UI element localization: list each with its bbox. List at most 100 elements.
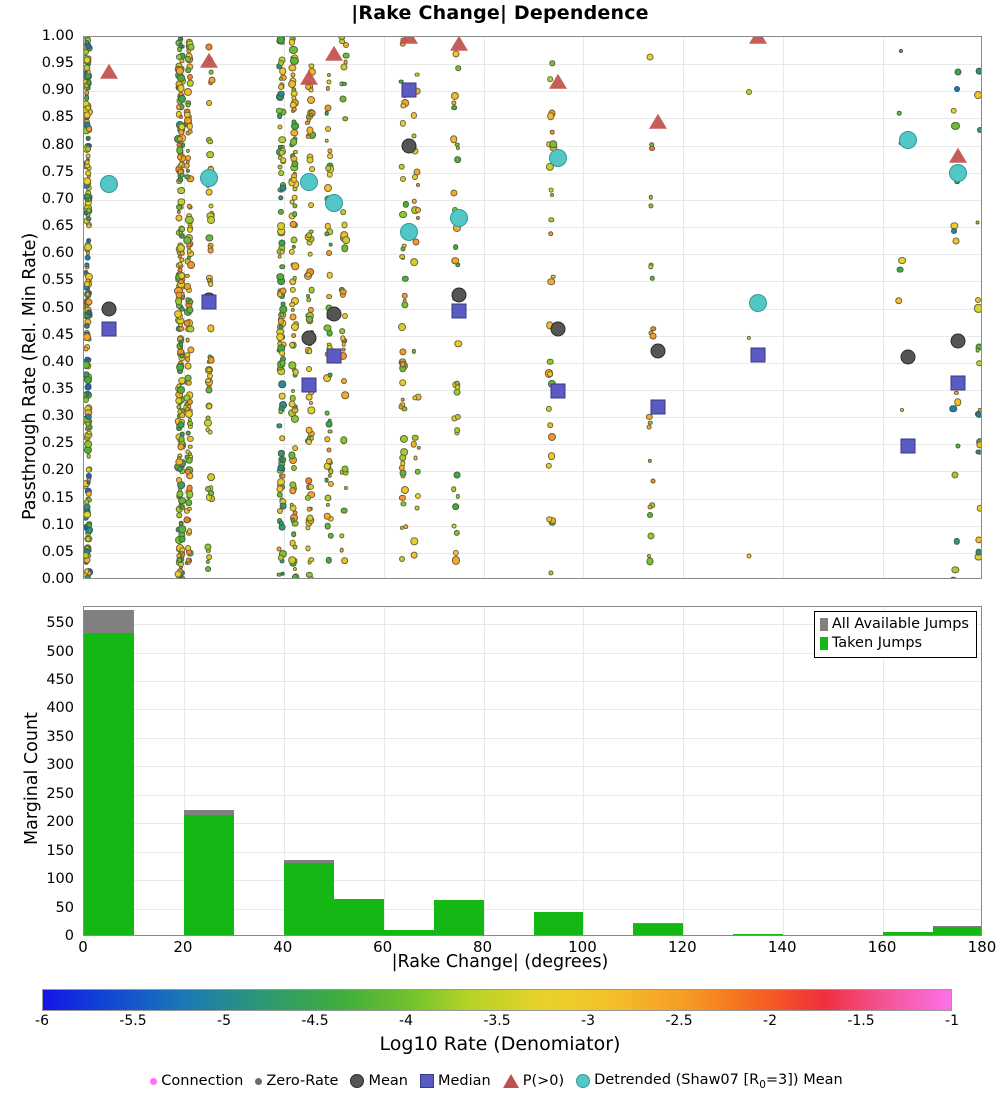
scatter-point — [327, 480, 335, 488]
scatter-point — [327, 372, 333, 378]
legend-label: Median — [437, 1073, 491, 1090]
scatter-point — [276, 422, 282, 429]
scatter-point — [278, 135, 287, 144]
marker-mean — [650, 343, 666, 359]
scatter-point — [207, 429, 213, 435]
scatter-point — [188, 299, 194, 305]
scatter-point — [410, 258, 419, 267]
scatter-point — [325, 420, 333, 428]
scatter-point — [290, 332, 297, 339]
bar-segment-taken — [883, 932, 934, 935]
colorbar-tick: -2 — [763, 1013, 777, 1029]
marker-mean — [401, 138, 417, 154]
scatter-point — [185, 215, 194, 224]
scatter-point — [84, 525, 89, 531]
scatter-point — [188, 129, 193, 134]
scatter-point — [949, 405, 958, 413]
bar-segment-taken — [633, 923, 684, 935]
scatter-point — [402, 298, 408, 303]
scatter-point — [188, 452, 193, 457]
scatter-point — [288, 248, 296, 256]
scatter-point — [305, 525, 311, 531]
scatter-point — [953, 86, 960, 93]
scatter-point — [277, 221, 286, 230]
scatter-point — [178, 161, 184, 167]
scatter-point — [291, 119, 297, 125]
scatter-point — [279, 359, 286, 367]
scatter-point — [174, 297, 183, 306]
legend-item-connection[interactable]: Connection — [150, 1073, 243, 1089]
scatter-point — [85, 40, 90, 45]
scatter-point — [176, 209, 182, 215]
scatter-point — [341, 221, 348, 229]
marker-detrended-mean — [449, 208, 468, 227]
scatter-point — [84, 360, 90, 369]
marker-legend[interactable]: Connection Zero-Rate Mean Median P(>0) Detren… — [0, 1072, 1000, 1091]
scatter-point — [276, 291, 283, 297]
scatter-point — [453, 529, 460, 536]
scatter-point — [176, 404, 182, 410]
scatter-point — [176, 490, 184, 498]
scatter-y-tick: 0.65 — [41, 218, 74, 235]
scatter-point — [85, 223, 92, 229]
scatter-point — [277, 195, 284, 201]
scatter-point — [453, 155, 462, 164]
legend-item-detrended-shaw07-r-3-mean[interactable]: Detrended (Shaw07 [R0=3]) Mean — [576, 1072, 843, 1091]
legend-item-taken-jumps[interactable]: Taken Jumps — [819, 634, 969, 653]
legend-item-mean[interactable]: Mean — [350, 1073, 408, 1089]
scatter-point — [84, 160, 90, 165]
scatter-point — [289, 486, 297, 495]
x-axis-title: |Rake Change| (degrees) — [391, 952, 609, 972]
scatter-point — [413, 455, 418, 461]
histogram-bar — [883, 932, 934, 935]
scatter-point — [647, 504, 653, 510]
gridline-vertical — [483, 37, 485, 578]
scatter-point — [400, 501, 406, 507]
scatter-point — [290, 307, 295, 313]
scatter-point — [308, 166, 315, 173]
scatter-point — [84, 323, 90, 329]
scatter-point — [185, 498, 193, 507]
legend-item-p-0[interactable]: P(>0) — [502, 1073, 564, 1089]
gridline-horizontal — [84, 64, 981, 66]
scatter-point — [411, 434, 419, 441]
scatter-point — [648, 195, 653, 200]
scatter-point — [207, 216, 216, 225]
scatter-point — [280, 571, 286, 577]
colorbar[interactable] — [42, 989, 952, 1011]
scatter-point — [452, 50, 460, 58]
scatter-point — [339, 547, 344, 553]
scatter-point — [647, 458, 652, 463]
legend-item-median[interactable]: Median — [419, 1073, 491, 1090]
scatter-point — [403, 524, 409, 530]
histogram-legend[interactable]: All Available Jumps Taken Jumps — [813, 611, 977, 658]
colorbar-tick: -2.5 — [665, 1013, 693, 1029]
scatter-point — [185, 56, 192, 62]
scatter-point — [548, 231, 554, 237]
scatter-point — [647, 424, 652, 430]
scatter-point — [414, 207, 421, 214]
legend-item-all-available-jumps[interactable]: All Available Jumps — [819, 615, 969, 634]
scatter-point — [548, 570, 554, 576]
scatter-point — [550, 274, 556, 279]
scatter-point — [340, 209, 346, 216]
scatter-point — [325, 86, 330, 91]
histogram-panel[interactable]: All Available Jumps Taken Jumps — [83, 606, 982, 936]
scatter-point — [306, 426, 313, 434]
scatter-point — [206, 403, 213, 409]
scatter-point — [413, 168, 421, 176]
scatter-point — [308, 87, 314, 93]
marker-p-gt-0 — [99, 64, 118, 80]
scatter-point — [186, 484, 193, 492]
scatter-point — [277, 164, 283, 170]
scatter-point — [647, 532, 655, 540]
legend-item-zero-rate[interactable]: Zero-Rate — [255, 1073, 338, 1089]
scatter-point — [454, 427, 460, 434]
marker-detrended-mean — [749, 294, 768, 313]
scatter-point — [185, 449, 191, 455]
scatter-plot-panel[interactable] — [83, 36, 982, 579]
scatter-point — [950, 107, 957, 114]
scatter-point — [399, 454, 407, 462]
scatter-point — [340, 436, 348, 444]
scatter-point — [176, 135, 183, 143]
